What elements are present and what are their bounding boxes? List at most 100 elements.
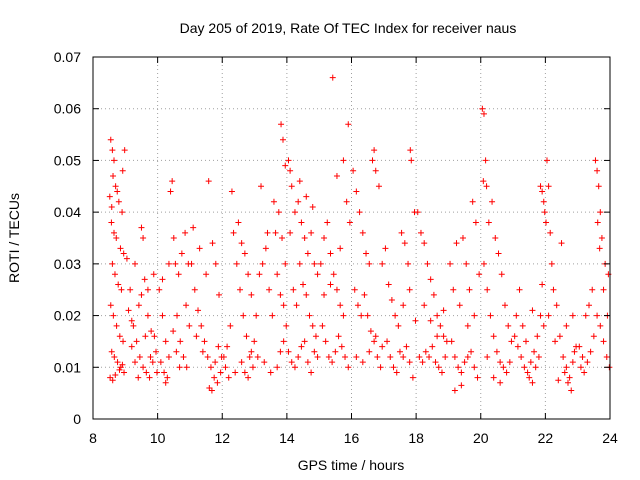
data-point [111,229,118,236]
data-point [303,291,310,298]
data-point [153,348,160,355]
data-point [508,338,515,345]
data-point [438,369,445,376]
data-point [108,348,115,355]
x-tick-label: 20 [473,430,489,446]
data-point [563,322,570,329]
data-point [364,312,371,319]
data-point [188,260,195,267]
data-point [193,333,200,340]
data-point [182,229,189,236]
data-point [369,157,376,164]
data-point [128,317,135,324]
data-point [108,203,115,210]
data-point [490,374,497,381]
data-point [424,260,431,267]
data-point [165,353,172,360]
data-point [309,203,316,210]
data-point [327,281,334,288]
data-point [175,271,182,278]
data-point [125,307,132,314]
data-point [111,353,118,360]
data-point [245,271,252,278]
data-point [447,260,454,267]
data-point [537,183,544,190]
data-point [167,188,174,195]
data-point [596,245,603,252]
data-point [497,379,504,386]
data-point [190,224,197,231]
data-point [241,250,248,257]
data-point [119,361,126,368]
data-point [311,348,318,355]
data-point [458,369,465,376]
data-point [120,338,127,345]
data-point [304,359,311,366]
data-point [526,374,533,381]
data-point [597,322,604,329]
data-point [169,178,176,185]
data-point [309,322,316,329]
data-point [366,260,373,267]
data-point [545,183,552,190]
data-point [254,353,261,360]
data-point [136,353,143,360]
data-point [561,369,568,376]
x-tick-label: 22 [538,430,554,446]
data-point [390,364,397,371]
data-point [279,136,286,143]
data-point [382,245,389,252]
data-point [330,271,337,278]
data-point [594,312,601,319]
data-point [361,291,368,298]
data-point [274,271,281,278]
data-point [288,183,295,190]
data-point [314,271,321,278]
data-point [214,379,221,386]
data-point [256,271,263,278]
data-point [120,250,127,257]
data-point [455,364,462,371]
data-point [519,322,526,329]
data-point [468,348,475,355]
data-point [270,198,277,205]
data-point [216,291,223,298]
data-point [238,240,245,247]
y-tick-label: 0.02 [54,308,81,324]
data-point [172,260,179,267]
data-point [264,229,271,236]
data-point [406,359,413,366]
data-point [153,369,160,376]
data-point [448,338,455,345]
data-point [215,343,222,350]
data-point [372,167,379,174]
data-point [426,353,433,360]
data-point [442,353,449,360]
data-point [483,183,490,190]
data-point [275,209,282,216]
data-point [416,353,423,360]
data-point [367,328,374,335]
data-point [220,353,227,360]
data-point [350,167,357,174]
data-point [354,302,361,309]
data-point [482,157,489,164]
x-tick-label: 8 [89,430,97,446]
data-point [563,364,570,371]
grid-lines [93,57,610,419]
data-point [253,312,260,319]
data-point [112,372,119,379]
data-point [238,359,245,366]
data-point [186,322,193,329]
data-point [356,209,363,216]
data-point [132,359,139,366]
data-point [539,281,546,288]
data-point [110,172,117,179]
data-point [107,136,114,143]
data-point [398,229,405,236]
data-point [317,260,324,267]
data-point [541,209,548,216]
data-point [285,348,292,355]
data-point [208,387,215,394]
data-point [437,322,444,329]
